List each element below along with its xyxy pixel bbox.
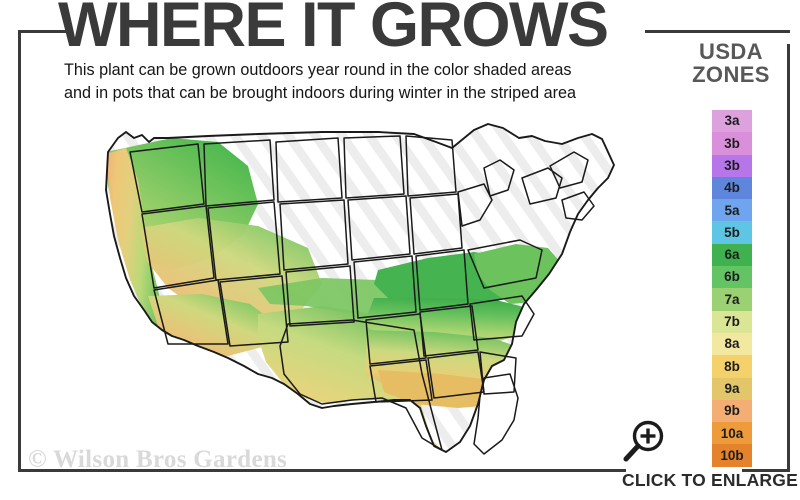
zone-swatch-5a-4: 5a	[712, 199, 752, 222]
us-map-svg	[105, 123, 615, 455]
click-to-enlarge-label[interactable]: CLICK TO ENLARGE	[622, 470, 798, 490]
zone-swatch-8b-11: 8b	[712, 355, 752, 378]
legend-heading-line-1: USDA	[699, 39, 763, 64]
frame-top-left-segment	[18, 30, 66, 33]
hardiness-zone-map[interactable]	[22, 108, 682, 460]
copyright-notice: © Wilson Bros Gardens	[28, 446, 288, 473]
zone-swatch-9b-13: 9b	[712, 399, 752, 423]
zone-swatch-8a-10: 8a	[712, 332, 752, 356]
frame-top-right-segment	[645, 30, 790, 33]
page-title: WHERE IT GROWS	[58, 0, 609, 60]
zone-swatch-3b-1: 3b	[712, 132, 752, 155]
map-outlines	[105, 123, 615, 455]
subtitle-line-2: and in pots that can be brought indoors …	[64, 84, 577, 102]
subtitle-line-1: This plant can be grown outdoors year ro…	[64, 61, 572, 79]
legend-heading-line-2: ZONES	[692, 62, 770, 88]
zone-swatch-7a-8: 7a	[712, 288, 752, 311]
frame-bottom-right-segment	[742, 469, 790, 472]
zone-swatch-3b-2: 3b	[712, 154, 752, 177]
zone-swatch-9a-12: 9a	[712, 377, 752, 400]
zone-swatch-5b-5: 5b	[712, 221, 752, 244]
zone-swatch-10a-14: 10a	[712, 422, 752, 445]
magnifier-plus-icon[interactable]	[616, 418, 670, 468]
zone-swatch-10b-15: 10b	[712, 444, 752, 467]
zone-swatch-3a-0: 3a	[712, 110, 752, 133]
zone-swatch-7b-9: 7b	[712, 310, 752, 333]
frame-right-segment	[787, 44, 790, 472]
frame-left-segment	[18, 30, 21, 472]
region-gulf-coast	[378, 370, 514, 408]
legend-heading: USDA ZONES	[679, 40, 783, 87]
zone-swatch-6b-7: 6b	[712, 266, 752, 289]
zone-swatch-4b-3: 4b	[712, 176, 752, 200]
subtitle: This plant can be grown outdoors year ro…	[64, 59, 644, 105]
zone-swatch-6a-6: 6a	[712, 243, 752, 267]
zone-legend: 3a 3b 3b 4b 5a 5b 6a 6b 7a 7b 8a 8b 9a 9b 10a 10b	[712, 110, 752, 467]
region-west-coast	[106, 148, 172, 340]
frame-bottom-left-segment	[18, 469, 626, 472]
